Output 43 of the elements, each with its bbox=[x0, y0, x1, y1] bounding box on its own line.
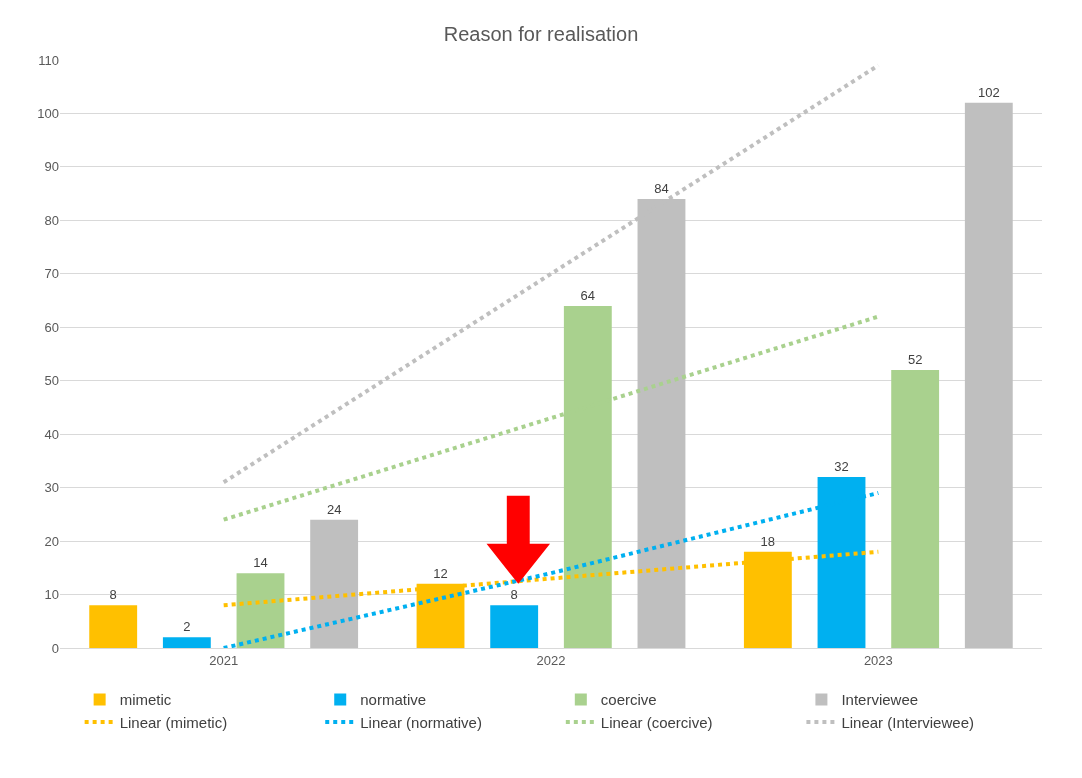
x-tick-label: 2022 bbox=[536, 652, 566, 668]
y-tick-label: 70 bbox=[44, 266, 59, 282]
legend-label: Linear (coercive) bbox=[600, 713, 713, 731]
y-tick-label: 60 bbox=[44, 319, 59, 335]
y-tick-label: 50 bbox=[44, 373, 59, 389]
bar bbox=[310, 519, 359, 648]
legend-label: Linear (Interviewee) bbox=[841, 713, 974, 731]
data-label: 8 bbox=[510, 587, 518, 603]
bar bbox=[964, 102, 1013, 648]
y-tick-label: 110 bbox=[38, 52, 59, 68]
data-label: 102 bbox=[977, 84, 1000, 100]
legend-label: Linear (mimetic) bbox=[119, 713, 228, 731]
legend-label: mimetic bbox=[119, 691, 172, 709]
y-tick-label: 80 bbox=[44, 212, 59, 228]
legend-label: Interviewee bbox=[841, 691, 919, 709]
data-label: 2 bbox=[183, 619, 191, 635]
y-tick-label: 10 bbox=[44, 587, 59, 603]
data-label: 12 bbox=[433, 565, 448, 581]
x-tick-label: 2023 bbox=[863, 652, 893, 668]
y-tick-label: 20 bbox=[44, 533, 59, 549]
legend-label: coercive bbox=[600, 691, 657, 709]
data-label: 52 bbox=[907, 352, 923, 368]
data-label: 24 bbox=[326, 501, 342, 517]
data-label: 14 bbox=[253, 555, 268, 571]
legend-label: Linear (normative) bbox=[360, 713, 482, 731]
y-tick-label: 100 bbox=[37, 106, 59, 121]
y-tick-label: 90 bbox=[44, 159, 59, 175]
data-label: 32 bbox=[834, 458, 849, 474]
bar bbox=[236, 573, 285, 648]
y-tick-label: 0 bbox=[51, 640, 59, 656]
data-label: 8 bbox=[109, 587, 117, 603]
legend-label: normative bbox=[360, 691, 427, 709]
bar bbox=[490, 605, 539, 648]
data-label: 64 bbox=[580, 287, 596, 303]
bar bbox=[89, 605, 138, 648]
x-tick-label: 2021 bbox=[209, 652, 239, 668]
chart-title: Reason for realisation bbox=[443, 23, 639, 46]
bar bbox=[891, 370, 940, 648]
y-tick-label: 40 bbox=[44, 426, 59, 442]
bar bbox=[162, 637, 211, 648]
data-label: 18 bbox=[760, 533, 776, 549]
y-tick-label: 30 bbox=[44, 480, 59, 496]
data-label: 84 bbox=[654, 180, 669, 196]
